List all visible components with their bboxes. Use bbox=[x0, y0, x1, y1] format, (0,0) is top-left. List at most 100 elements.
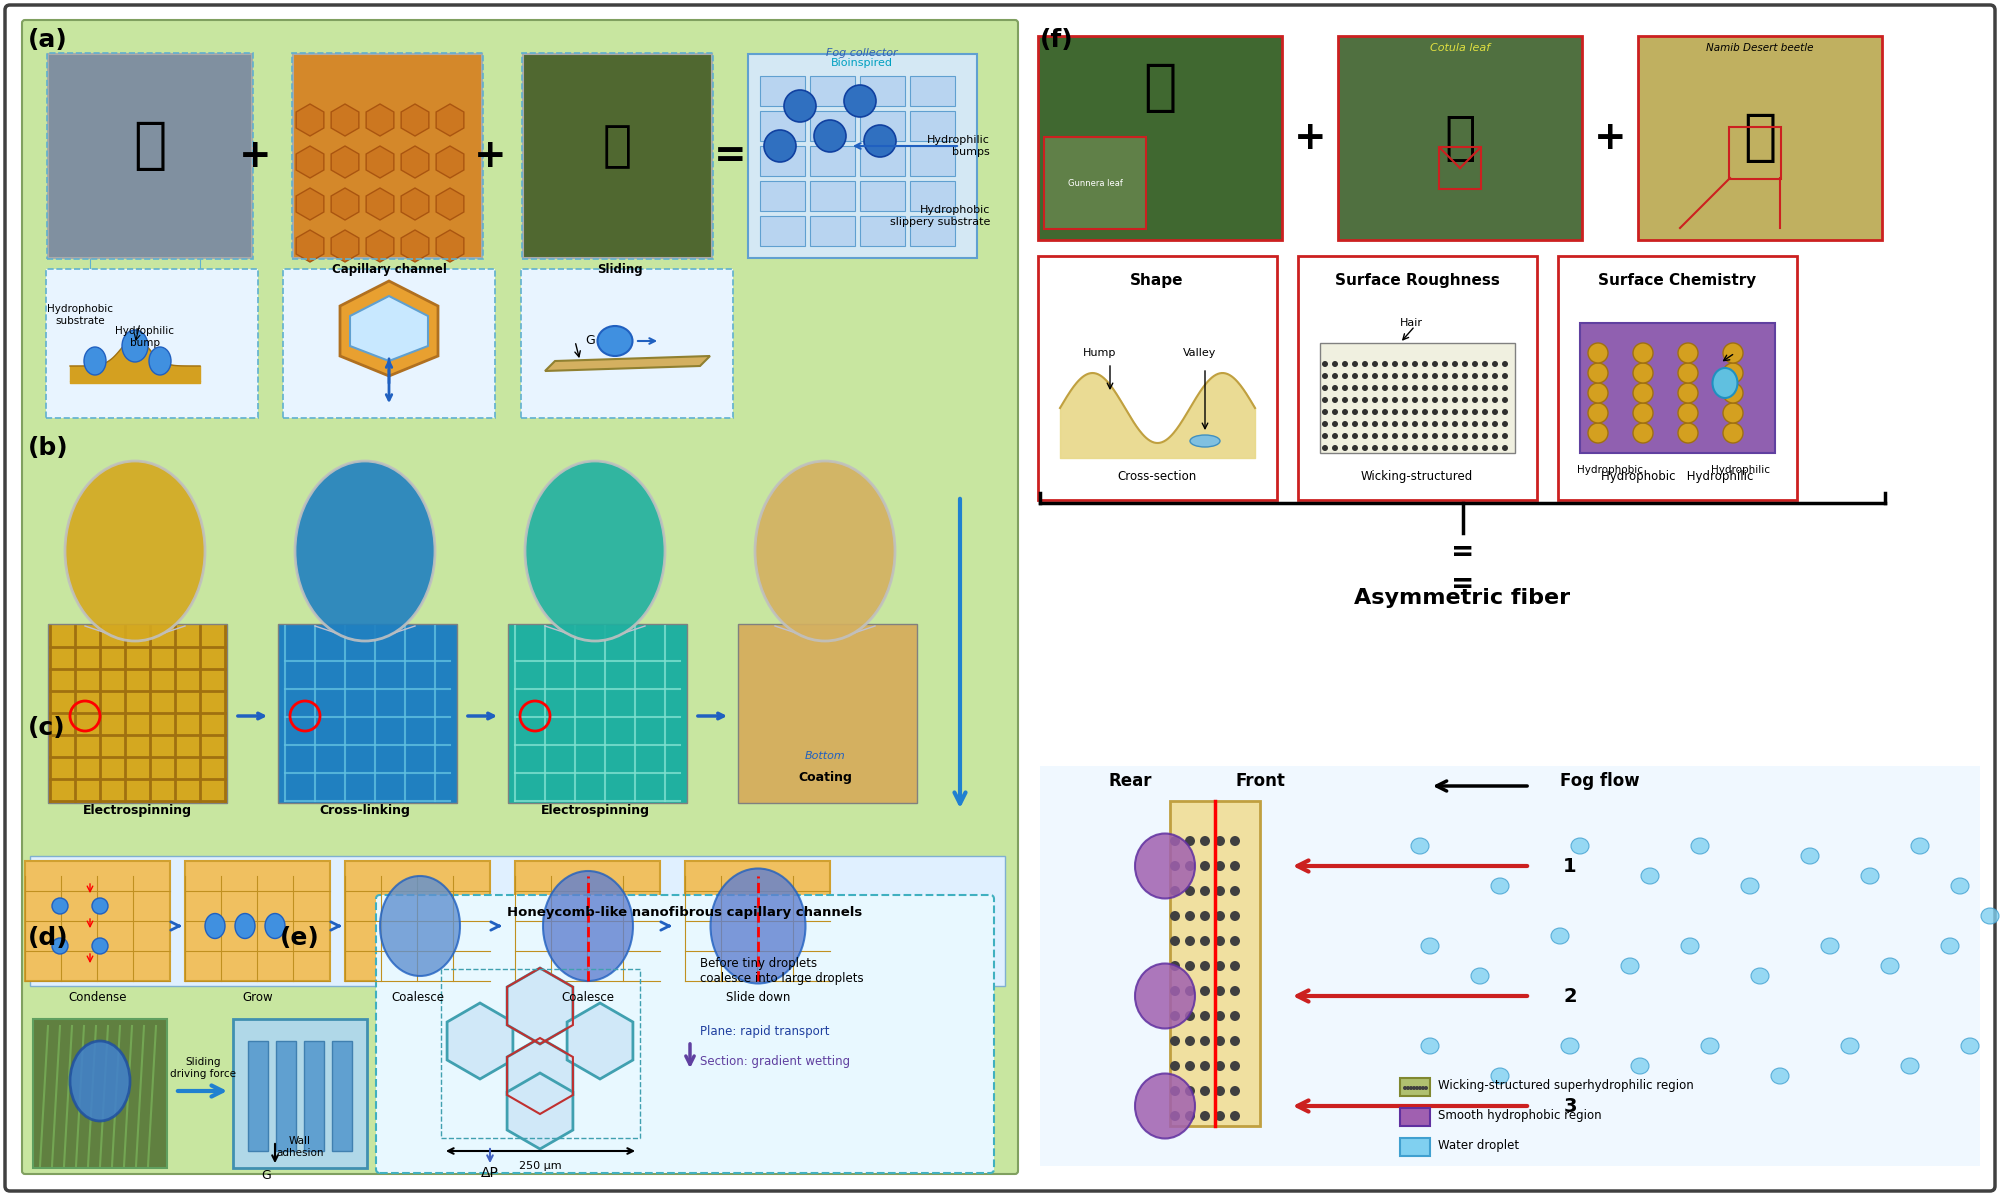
Circle shape bbox=[1230, 986, 1240, 996]
Circle shape bbox=[1392, 409, 1398, 415]
Ellipse shape bbox=[1632, 1058, 1648, 1074]
Circle shape bbox=[1492, 385, 1498, 391]
Ellipse shape bbox=[1412, 838, 1428, 854]
Ellipse shape bbox=[148, 347, 172, 376]
Circle shape bbox=[1482, 385, 1488, 391]
FancyBboxPatch shape bbox=[32, 1019, 168, 1168]
Circle shape bbox=[1416, 1086, 1420, 1090]
Text: =
=: = = bbox=[1450, 538, 1474, 598]
Circle shape bbox=[1432, 421, 1438, 427]
Circle shape bbox=[1200, 936, 1210, 946]
Circle shape bbox=[1170, 836, 1180, 846]
Circle shape bbox=[1412, 1086, 1416, 1090]
Circle shape bbox=[1482, 397, 1488, 403]
Ellipse shape bbox=[64, 460, 206, 641]
Bar bbox=[184, 861, 330, 981]
Text: (f): (f) bbox=[1040, 28, 1074, 51]
FancyBboxPatch shape bbox=[48, 54, 252, 258]
Ellipse shape bbox=[1960, 1038, 1980, 1054]
Ellipse shape bbox=[84, 347, 106, 376]
Bar bbox=[1400, 1139, 1430, 1157]
Circle shape bbox=[1462, 361, 1468, 367]
Circle shape bbox=[1402, 373, 1408, 379]
Circle shape bbox=[1412, 409, 1418, 415]
Text: +: + bbox=[474, 138, 506, 175]
Text: Surface Roughness: Surface Roughness bbox=[1334, 273, 1500, 288]
Bar bbox=[248, 1041, 268, 1151]
Circle shape bbox=[1678, 364, 1698, 383]
Ellipse shape bbox=[1420, 1038, 1440, 1054]
Circle shape bbox=[1432, 397, 1438, 403]
Circle shape bbox=[1184, 911, 1196, 921]
Circle shape bbox=[1342, 373, 1348, 379]
Circle shape bbox=[1492, 409, 1498, 415]
Circle shape bbox=[1452, 385, 1458, 391]
Circle shape bbox=[1452, 433, 1458, 439]
Circle shape bbox=[1200, 886, 1210, 896]
Text: (c): (c) bbox=[28, 716, 66, 740]
Circle shape bbox=[92, 938, 108, 954]
Circle shape bbox=[1588, 423, 1608, 443]
Text: Coating: Coating bbox=[798, 771, 852, 785]
Circle shape bbox=[1502, 409, 1508, 415]
Circle shape bbox=[1432, 361, 1438, 367]
Circle shape bbox=[1184, 836, 1196, 846]
Ellipse shape bbox=[1772, 1068, 1790, 1084]
Text: Coalesce: Coalesce bbox=[392, 991, 444, 1003]
Text: Bottom: Bottom bbox=[804, 751, 846, 761]
Ellipse shape bbox=[1900, 1058, 1920, 1074]
Text: +: + bbox=[1594, 118, 1626, 157]
Bar bbox=[860, 146, 904, 176]
Ellipse shape bbox=[264, 914, 286, 939]
Circle shape bbox=[1200, 986, 1210, 996]
Circle shape bbox=[1342, 409, 1348, 415]
Text: Hydrophilic: Hydrophilic bbox=[1710, 465, 1770, 475]
Ellipse shape bbox=[236, 914, 256, 939]
FancyBboxPatch shape bbox=[1558, 256, 1796, 500]
Bar bbox=[276, 1041, 296, 1151]
Text: +: + bbox=[1294, 118, 1326, 157]
Text: Sliding: Sliding bbox=[598, 263, 642, 276]
Ellipse shape bbox=[122, 330, 148, 362]
Ellipse shape bbox=[1136, 1074, 1196, 1139]
Text: Hydrophobic
slippery substrate: Hydrophobic slippery substrate bbox=[890, 206, 990, 227]
Circle shape bbox=[1352, 397, 1358, 403]
Text: 🪲: 🪲 bbox=[1744, 111, 1776, 165]
Circle shape bbox=[1200, 836, 1210, 846]
Circle shape bbox=[1724, 423, 1744, 443]
Circle shape bbox=[1216, 962, 1224, 971]
Ellipse shape bbox=[1572, 838, 1588, 854]
Circle shape bbox=[1342, 397, 1348, 403]
Bar bbox=[810, 146, 856, 176]
Circle shape bbox=[1352, 409, 1358, 415]
Text: Shape: Shape bbox=[1130, 273, 1184, 288]
Circle shape bbox=[1422, 445, 1428, 451]
Circle shape bbox=[1392, 373, 1398, 379]
Bar bbox=[860, 111, 904, 141]
Circle shape bbox=[1678, 423, 1698, 443]
Circle shape bbox=[1184, 1011, 1196, 1021]
Bar bbox=[1400, 1078, 1430, 1096]
FancyBboxPatch shape bbox=[1338, 36, 1582, 240]
Circle shape bbox=[1230, 886, 1240, 896]
Polygon shape bbox=[350, 295, 428, 361]
Circle shape bbox=[764, 130, 796, 161]
Circle shape bbox=[1452, 373, 1458, 379]
Circle shape bbox=[1216, 1111, 1224, 1121]
Circle shape bbox=[1230, 1111, 1240, 1121]
Circle shape bbox=[1678, 343, 1698, 364]
Circle shape bbox=[1170, 1036, 1180, 1046]
Circle shape bbox=[1432, 385, 1438, 391]
Circle shape bbox=[1362, 397, 1368, 403]
Circle shape bbox=[1392, 433, 1398, 439]
Circle shape bbox=[864, 126, 896, 157]
Bar bbox=[1040, 765, 1980, 1166]
Circle shape bbox=[1332, 385, 1338, 391]
Ellipse shape bbox=[1492, 1068, 1510, 1084]
FancyBboxPatch shape bbox=[748, 54, 976, 258]
FancyBboxPatch shape bbox=[1298, 256, 1536, 500]
Text: Cotula leaf: Cotula leaf bbox=[1430, 43, 1490, 53]
Circle shape bbox=[1502, 361, 1508, 367]
Circle shape bbox=[1332, 445, 1338, 451]
Circle shape bbox=[1402, 397, 1408, 403]
